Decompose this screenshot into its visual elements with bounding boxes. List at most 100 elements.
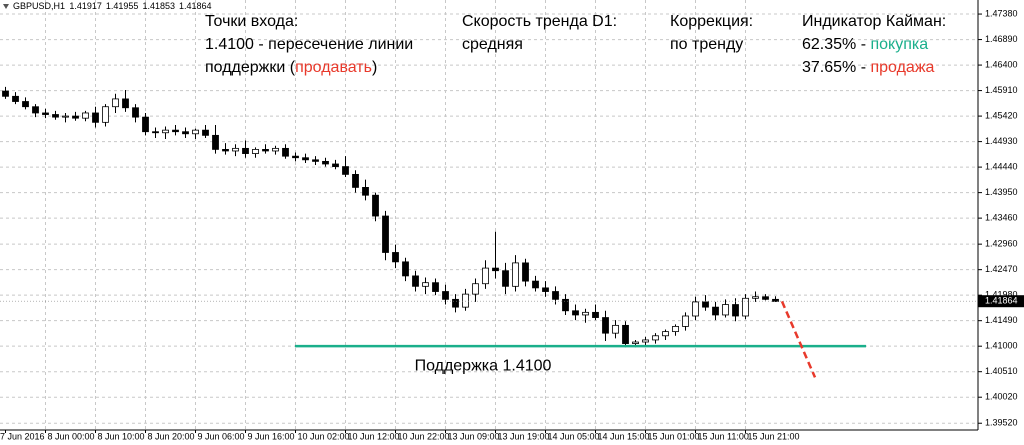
annotation-line: 37.65% - продажа: [802, 59, 935, 76]
y-tick-label: 1.41000: [985, 341, 1018, 351]
candle-body: [722, 304, 729, 316]
annotation-text: 1.4100 - пересечение линии: [205, 36, 413, 53]
candle-body: [572, 310, 579, 316]
annotation-text: Индикатор Кайман:: [802, 13, 946, 30]
annotation-line: Индикатор Кайман:: [802, 13, 946, 30]
candle-body: [32, 106, 39, 114]
candle-body: [342, 166, 349, 175]
y-tick-label: 1.41490: [985, 315, 1018, 325]
candle-body: [762, 296, 769, 300]
candle-body: [392, 252, 399, 263]
candle-body: [172, 129, 179, 133]
candle-body: [212, 134, 219, 150]
annotation-line: поддержки (продавать): [205, 59, 377, 76]
candle-body: [582, 311, 589, 316]
x-tick-label: 13 Jun 09:00: [448, 431, 500, 441]
candle-body: [12, 95, 19, 102]
candle-body: [162, 129, 169, 134]
header-low: 1.41853: [142, 1, 175, 11]
candle-body: [362, 187, 369, 196]
candle-body: [432, 282, 439, 292]
candle-body: [442, 291, 449, 300]
candle-body: [472, 283, 479, 295]
annotation-text: Скорость тренда D1:: [462, 13, 617, 30]
candle-body: [352, 173, 359, 188]
annotation-text: 37.65% -: [802, 59, 870, 76]
symbol-icon: [3, 4, 9, 9]
candle-body: [562, 298, 569, 312]
annotation-text: средняя: [462, 36, 523, 53]
annotation-text: по тренду: [670, 36, 743, 53]
x-tick-label: 14 Jun 05:00: [548, 431, 600, 441]
x-tick-label: 13 Jun 19:00: [498, 431, 550, 441]
x-tick-label: 15 Jun 01:00: [648, 431, 700, 441]
candle-body: [492, 267, 499, 272]
annotation-line: Скорость тренда D1:: [462, 13, 617, 30]
candle-body: [62, 115, 69, 118]
x-tick-label: 9 Jun 16:00: [248, 431, 295, 441]
candle-body: [42, 112, 49, 115]
candle-body: [192, 129, 199, 135]
annotation-text: 62.35% -: [802, 36, 870, 53]
annotation-text: Точки входа:: [205, 13, 298, 30]
candle-body: [732, 304, 739, 317]
candle-body: [222, 149, 229, 152]
y-tick-label: 1.43950: [985, 187, 1018, 197]
candle-body: [482, 267, 489, 285]
y-tick-label: 1.44440: [985, 161, 1018, 171]
header-close: 1.41864: [179, 1, 212, 11]
x-tick-label: 15 Jun 11:00: [698, 431, 749, 441]
candle-body: [452, 298, 459, 308]
candle-body: [652, 335, 659, 341]
candle-body: [772, 298, 779, 302]
candle-body: [262, 149, 269, 152]
candle-body: [672, 326, 679, 333]
candle-body: [322, 160, 329, 165]
candle-body: [382, 215, 389, 253]
candle-body: [632, 341, 639, 344]
annotation-text: Коррекция:: [670, 13, 753, 30]
forecast-line: [780, 300, 817, 378]
y-tick-label: 1.42960: [985, 239, 1018, 249]
candle-body: [112, 98, 119, 108]
candle-body: [92, 112, 99, 123]
grid: [0, 0, 978, 430]
candle-body: [132, 107, 139, 118]
candle-body: [622, 324, 629, 344]
candle-body: [232, 147, 239, 152]
candle-body: [602, 317, 609, 334]
candle-body: [122, 98, 129, 109]
candle-body: [52, 114, 59, 118]
x-tick-label: 14 Jun 15:00: [598, 431, 650, 441]
candle-body: [142, 116, 149, 133]
candle-body: [72, 115, 79, 119]
candle-body: [82, 112, 89, 119]
y-tick-label: 1.46890: [985, 34, 1018, 44]
x-tick-label: 15 Jun 21:00: [748, 431, 800, 441]
candle-body: [152, 131, 159, 134]
candle-body: [242, 147, 249, 154]
annotation-line: Точки входа:: [205, 13, 298, 30]
candle-body: [592, 311, 599, 318]
candle-body: [712, 306, 719, 316]
candle-body: [742, 297, 749, 317]
candle-body: [512, 262, 519, 287]
candle-body: [372, 194, 379, 217]
candle-body: [302, 157, 309, 161]
y-tick-label: 1.45420: [985, 110, 1018, 120]
candle-body: [22, 101, 29, 108]
candle-body: [702, 301, 709, 308]
support-label: Поддержка 1.4100: [415, 357, 552, 374]
x-tick-label: 10 Jun 22:00: [398, 431, 450, 441]
candle-body: [292, 155, 299, 159]
candle-body: [752, 296, 759, 299]
candle-body: [312, 159, 319, 162]
y-tick-label: 1.40510: [985, 366, 1018, 376]
x-tick-label: 8 Jun 10:00: [98, 431, 145, 441]
annotation-text: ): [372, 59, 377, 76]
symbol: GBPUSD,H1: [13, 1, 65, 11]
annotation-line: средняя: [462, 36, 523, 53]
candle-body: [202, 129, 209, 136]
